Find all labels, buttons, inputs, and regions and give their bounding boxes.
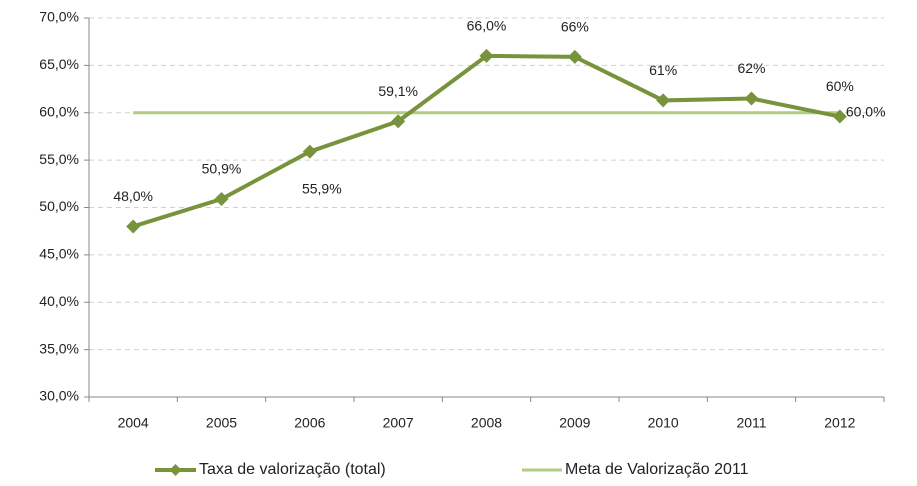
data-label: 66,0% [467, 18, 507, 34]
point [214, 191, 229, 206]
x-tick-label: 2010 [648, 415, 679, 431]
point [744, 91, 759, 106]
x-tick-label: 2009 [559, 415, 590, 431]
point [479, 48, 494, 63]
data-label: 60,0% [846, 103, 886, 119]
series-line [132, 53, 841, 229]
data-label: 50,9% [202, 161, 242, 177]
data-label: 62% [737, 60, 765, 76]
data-label: 55,9% [302, 180, 342, 196]
point [391, 114, 406, 129]
legend-label: Meta de Valorização 2011 [565, 461, 749, 478]
y-tick-label: 35,0% [39, 340, 79, 356]
x-tick-label: 2008 [471, 415, 502, 431]
y-tick-label: 45,0% [39, 246, 79, 262]
point [656, 93, 671, 108]
data-label: 48,0% [113, 188, 153, 204]
y-tick-label: 30,0% [39, 388, 79, 404]
data-label: 60% [826, 78, 854, 94]
data-label: 66% [561, 19, 589, 35]
legend-marker [169, 464, 182, 476]
y-tick-label: 60,0% [39, 103, 79, 119]
y-tick-label: 50,0% [39, 198, 79, 214]
point [302, 144, 317, 159]
data-label: 59,1% [378, 83, 418, 99]
x-tick-label: 2011 [736, 415, 766, 431]
x-tick-label: 2005 [206, 415, 237, 431]
y-tick-label: 55,0% [39, 151, 79, 167]
x-tick-label: 2007 [383, 415, 414, 431]
legend-label: Taxa de valorização (total) [199, 461, 386, 478]
y-tick-label: 70,0% [39, 9, 79, 25]
y-tick-label: 40,0% [39, 293, 79, 309]
point [567, 49, 582, 64]
point [126, 219, 141, 234]
x-tick-label: 2004 [118, 415, 149, 431]
data-label: 61% [649, 62, 677, 78]
y-tick-label: 65,0% [39, 56, 79, 72]
point [832, 109, 847, 124]
x-tick-label: 2006 [294, 415, 325, 431]
x-tick-label: 2012 [824, 415, 855, 431]
